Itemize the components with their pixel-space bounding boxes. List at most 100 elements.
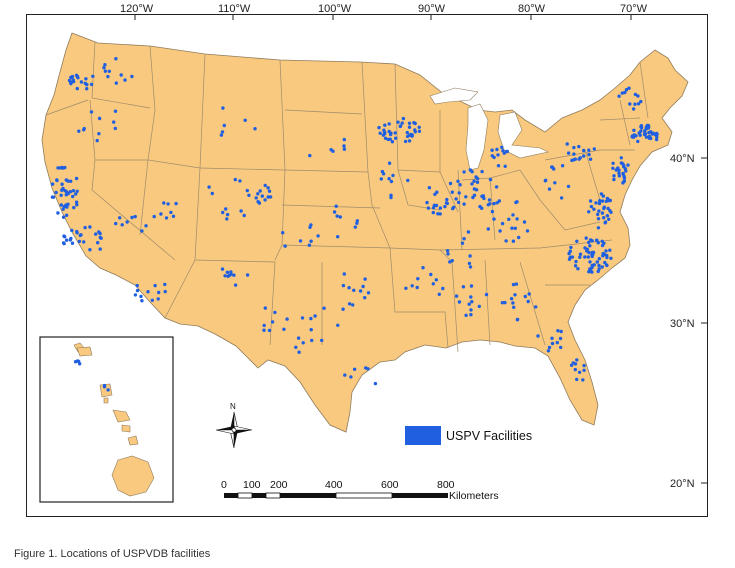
facility-point [654,137,659,142]
facility-point [605,263,609,268]
facility-point [112,120,116,124]
facility-point [396,120,400,124]
facility-point [490,148,494,152]
facility-point [98,235,103,240]
facility-point [50,182,55,186]
facility-point [225,270,230,274]
facility-point [157,290,161,295]
facility-point [500,301,505,305]
facility-point [597,257,601,261]
facility-point [636,102,641,106]
facility-point [301,341,305,345]
facility-point [587,240,591,245]
facility-point [387,161,392,165]
facility-point [584,236,588,240]
facility-point [515,318,520,322]
tick-label-lon: 70°W [620,3,648,15]
facility-point [569,363,574,367]
hawaii-islands [73,342,155,497]
facility-point [74,200,79,204]
facility-point [103,69,108,73]
facility-point [448,260,452,264]
facility-point [626,163,630,167]
facility-point [220,267,225,271]
facility-point [102,385,107,389]
facility-point [468,254,472,258]
facility-point [270,320,275,324]
scale-unit-label: Kilometers [449,490,499,502]
facility-point [169,210,173,215]
facility-point [448,181,453,186]
tick-label-lon: 90°W [418,3,446,15]
facility-point [335,214,339,218]
facility-point [431,282,435,286]
facility-point [426,206,431,210]
facility-point [341,307,345,311]
facility-point [263,183,267,188]
facility-point [574,259,578,264]
facility-point [490,209,495,214]
facility-point [377,125,381,130]
facility-point [152,214,156,219]
facility-point [300,316,305,320]
facility-point [62,234,66,238]
facility-point [75,231,79,235]
facility-point [511,301,515,305]
facility-point [600,243,605,248]
facility-point [588,244,592,248]
facility-point [61,215,66,219]
facility-point [470,170,474,174]
facility-point [135,283,139,288]
facility-point [429,272,433,277]
tick-label-lon: 80°W [518,3,546,15]
facility-point [573,157,577,161]
facility-point [472,187,477,191]
facility-point [612,174,616,178]
facility-point [153,283,157,288]
facility-point [263,306,267,310]
facility-point [486,203,490,207]
facility-point [488,177,493,182]
facility-point [415,285,419,290]
facility-point [534,305,538,309]
facility-point [107,69,112,74]
facility-point [462,170,466,174]
facility-point [262,328,266,332]
facility-point [77,359,81,364]
north-arrow-label: N [230,402,236,411]
facility-point [484,292,489,297]
facility-point [572,145,576,150]
facility-point [507,217,511,221]
facility-point [621,181,625,185]
facility-point [431,206,436,210]
facility-point [503,300,507,305]
facility-point [523,294,527,299]
facility-point [643,129,647,133]
facility-point [597,209,601,213]
facility-point [436,212,440,216]
facility-point [381,133,386,137]
facility-point [75,86,80,91]
facility-point [156,297,160,301]
facility-point [583,255,587,259]
facility-point [94,232,98,236]
facility-point [144,224,148,228]
facility-point [342,137,346,142]
facility-point [285,317,289,321]
facility-point [500,221,505,226]
facility-point [238,179,242,183]
facility-point [462,202,466,206]
facility-point [647,125,651,129]
facility-point [511,239,516,243]
facility-point [655,135,659,139]
facility-point [513,226,517,230]
facility-point [334,204,338,208]
facility-point [597,267,601,271]
facility-point [51,195,56,199]
facility-point [633,102,637,106]
facility-point [159,212,163,216]
facility-point [225,217,229,221]
facility-point [588,268,593,273]
facility-points [50,57,659,392]
facility-point [366,291,371,295]
